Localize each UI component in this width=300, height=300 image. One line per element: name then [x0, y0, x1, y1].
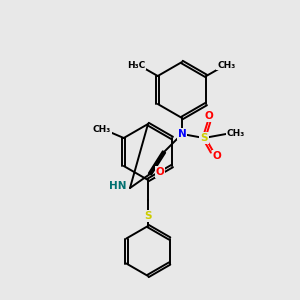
Text: S: S [200, 133, 208, 143]
Text: CH₃: CH₃ [217, 61, 236, 70]
Text: O: O [156, 167, 164, 177]
Text: O: O [213, 151, 221, 161]
Text: CH₃: CH₃ [227, 130, 245, 139]
Text: O: O [205, 111, 213, 121]
Text: S: S [144, 211, 152, 221]
Text: CH₃: CH₃ [93, 124, 111, 134]
Text: N: N [178, 129, 186, 139]
Text: HN: HN [110, 181, 127, 191]
Text: H₃C: H₃C [127, 61, 145, 70]
